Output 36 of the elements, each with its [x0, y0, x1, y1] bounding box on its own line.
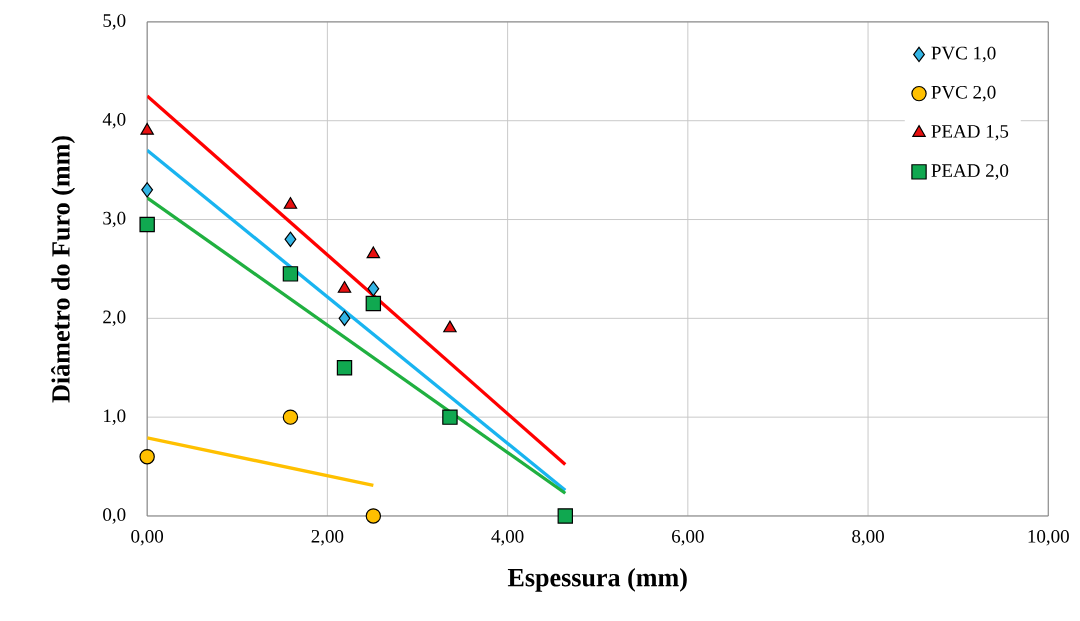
point — [336, 360, 353, 376]
y-tick-label: 1,0 — [104, 409, 126, 425]
point — [365, 295, 382, 312]
point — [365, 508, 382, 524]
y-tick-label: 5,0 — [103, 14, 126, 30]
point — [284, 231, 297, 247]
point — [366, 246, 381, 259]
x-tick-label: 8,00 — [852, 529, 884, 546]
x-tick-label: 10,00 — [1028, 529, 1069, 546]
point — [443, 320, 457, 333]
y-tick-label: 2,0 — [103, 310, 126, 327]
point — [139, 448, 155, 465]
point — [338, 310, 351, 327]
x-tick-label: 6,00 — [672, 529, 704, 546]
point — [140, 122, 154, 135]
point — [442, 409, 458, 425]
y-axis-title: Diâmetro do Furo (mm) — [51, 136, 76, 403]
y-tick-label: 0,0 — [103, 508, 126, 524]
x-axis-title: Espessura (mm) — [507, 568, 687, 592]
point — [141, 182, 154, 198]
point — [282, 409, 299, 425]
legend-label: PEAD 1,5 — [931, 125, 1009, 141]
legend-label: PVC 2,0 — [931, 85, 996, 102]
point — [139, 216, 155, 233]
legend-label: PEAD 2,0 — [931, 164, 1009, 180]
point — [337, 280, 352, 293]
point — [283, 196, 298, 209]
x-tick-label: 2,00 — [311, 529, 344, 546]
point — [282, 266, 299, 282]
point — [367, 280, 380, 297]
y-tick-label: 3,0 — [103, 211, 126, 228]
point — [557, 508, 573, 524]
y-tick-label: 4,0 — [102, 112, 126, 129]
x-tick-label: 0,00 — [131, 529, 164, 546]
legend-label: PVC 1,0 — [931, 46, 996, 63]
x-tick-label: 4,00 — [491, 529, 524, 546]
